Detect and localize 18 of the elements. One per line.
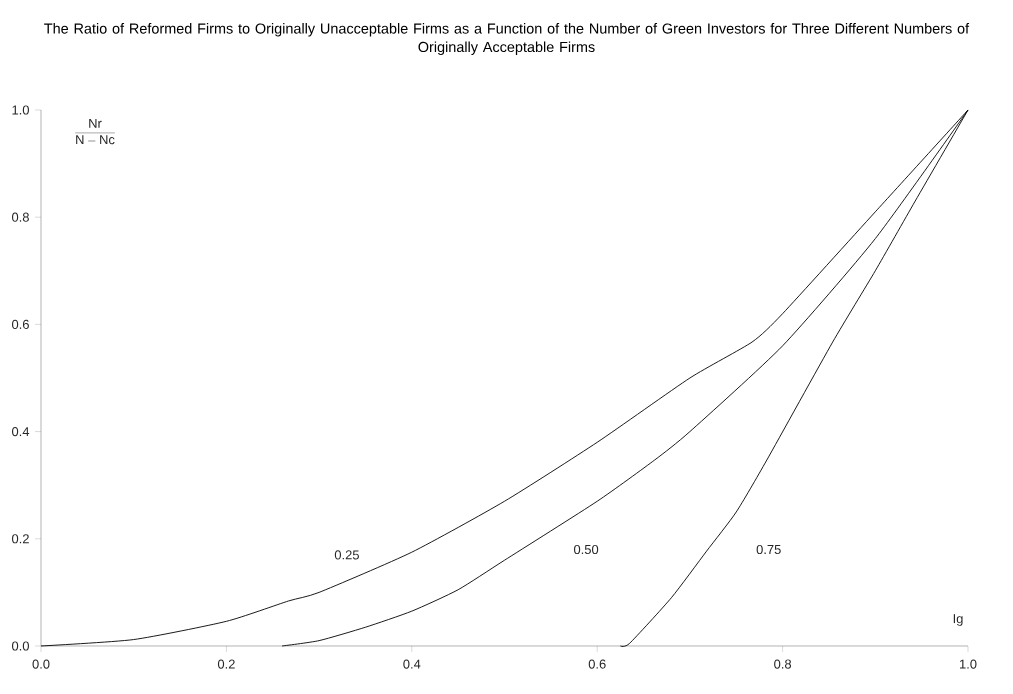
y-tick-label: 0.4 <box>11 427 30 437</box>
x-axis-title: Ig <box>953 614 963 626</box>
x-tick-label: 0.8 <box>774 659 792 669</box>
x-tick-label: 0.6 <box>588 659 606 669</box>
y-tick-label: 0.8 <box>11 212 29 222</box>
chart-title: The Ratio of Reformed Firms to Originally Unacceptable Firms as a Function of the Number of Green Investors for Three Different Numbers of Originally Acceptable Firms <box>44 23 970 55</box>
series-label: 0.50 <box>573 544 599 555</box>
y-tick-label: 0.2 <box>11 534 29 544</box>
series-label: 0.25 <box>334 550 359 560</box>
y-tick-label: 1.0 <box>12 105 29 115</box>
x-tick-label: 0.4 <box>403 659 421 669</box>
y-tick-label: 0.6 <box>11 319 29 329</box>
x-tick-label: 0.2 <box>217 659 235 669</box>
text: 0.75 <box>756 544 781 555</box>
x-tick-label: 0.0 <box>32 659 50 669</box>
y-tick-label: 0.0 <box>11 641 29 651</box>
y-axis-title: $\frac{\mathrm{Nr}}{\mathrm{N}-\mathrm{Nc}}$ <box>75 118 115 145</box>
x-tick-label: 1.0 <box>959 659 977 669</box>
